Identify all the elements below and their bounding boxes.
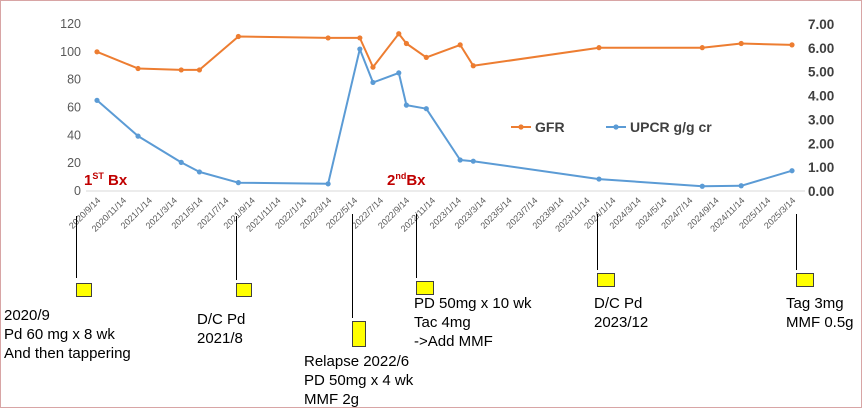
y-right-tick-label: 1.00 xyxy=(808,160,834,175)
annotation-text: D/C Pd 2023/12 xyxy=(594,294,648,332)
data-point xyxy=(457,42,463,48)
annotation-marker xyxy=(76,283,92,297)
data-point xyxy=(457,157,463,163)
data-point xyxy=(596,45,602,51)
y-right-tick-label: 2.00 xyxy=(808,136,834,151)
annotation-line: D/C Pd xyxy=(197,311,246,328)
legend-label: GFR xyxy=(535,119,565,135)
annotation-leader-line xyxy=(597,214,598,270)
data-point xyxy=(403,102,410,108)
annotation-line: PD 50mg x 10 wk xyxy=(414,295,532,312)
annotation-line: 2020/9 xyxy=(4,307,50,324)
data-point xyxy=(370,64,376,70)
data-point xyxy=(178,67,184,73)
y-right-tick-label: 6.00 xyxy=(808,41,834,56)
annotation-text: PD 50mg x 10 wk Tac 4mg ->Add MMF xyxy=(414,294,532,351)
data-point xyxy=(423,106,429,112)
data-point xyxy=(94,49,100,55)
y-left-tick-label: 100 xyxy=(60,45,81,59)
data-point xyxy=(470,63,476,69)
data-point xyxy=(325,181,331,187)
data-point xyxy=(325,35,331,41)
data-point xyxy=(235,33,241,40)
data-point xyxy=(596,176,602,182)
annotation-line: Tag 3mg xyxy=(786,295,844,312)
biopsy-label: 2ndBx xyxy=(387,171,426,189)
annotation-marker xyxy=(416,281,434,295)
annotation-marker xyxy=(597,273,615,287)
annotation-text: Relapse 2022/6 PD 50mg x 4 wk MMF 2g xyxy=(304,352,413,409)
data-point xyxy=(403,40,410,47)
y-right-tick-label: 0.00 xyxy=(808,184,834,199)
annotation-leader-line xyxy=(796,214,797,270)
annotation-leader-line xyxy=(76,216,77,278)
data-point xyxy=(235,180,241,186)
series-line-gfr xyxy=(96,32,793,71)
data-point xyxy=(178,159,184,165)
annotation-text: Tag 3mg MMF 0.5g xyxy=(786,294,854,332)
annotation-leader-line xyxy=(416,214,417,278)
data-point xyxy=(470,158,476,164)
y-right-tick-label: 3.00 xyxy=(808,112,834,127)
annotation-text: D/C Pd 2021/8 xyxy=(197,310,245,348)
annotation-line: Pd 60 mg x 8 wk xyxy=(4,326,115,343)
annotation-line: D/C Pd xyxy=(594,295,643,312)
data-point xyxy=(396,31,402,37)
data-point xyxy=(135,65,141,72)
data-point xyxy=(699,45,705,51)
y-left-tick-label: 120 xyxy=(60,17,81,31)
legend-swatch-marker xyxy=(613,124,619,130)
data-point xyxy=(699,183,705,189)
y-left-tick-label: 80 xyxy=(67,73,81,87)
annotation-line: 2023/12 xyxy=(594,314,649,331)
data-point xyxy=(738,183,744,189)
data-point xyxy=(738,40,744,47)
legend-label: UPCR g/g cr xyxy=(630,119,712,135)
annotation-marker xyxy=(352,321,366,347)
data-point xyxy=(789,168,795,174)
annotation-leader-line xyxy=(352,214,353,318)
data-point xyxy=(135,133,141,139)
annotation-line: 2021/8 xyxy=(197,330,243,347)
y-left-tick-label: 60 xyxy=(67,101,81,115)
y-left-tick-label: 20 xyxy=(67,156,81,170)
data-point xyxy=(357,35,363,41)
y-right-tick-label: 4.00 xyxy=(808,89,834,104)
data-point xyxy=(94,97,100,103)
data-point xyxy=(789,42,795,48)
annotation-marker xyxy=(796,273,814,287)
annotation-text: 2020/9 Pd 60 mg x 8 wk And then tappering xyxy=(4,306,131,363)
y-left-tick-label: 0 xyxy=(74,184,81,198)
annotation-line: And then tappering xyxy=(4,345,131,362)
legend-swatch-marker xyxy=(518,124,524,130)
annotation-line: MMF 2g xyxy=(304,391,360,408)
data-point xyxy=(357,46,363,52)
y-right-tick-label: 7.00 xyxy=(808,17,834,32)
annotation-line: MMF 0.5g xyxy=(786,314,854,331)
y-right-tick-label: 5.00 xyxy=(808,65,834,80)
data-point xyxy=(370,79,376,86)
data-point xyxy=(196,169,203,175)
data-point xyxy=(423,54,429,61)
annotation-line: ->Add MMF xyxy=(414,333,493,350)
annotation-line: Relapse 2022/6 xyxy=(304,353,410,370)
data-point xyxy=(396,70,402,76)
annotation-leader-line xyxy=(236,216,237,280)
data-point xyxy=(196,67,203,73)
annotation-line: Tac 4mg xyxy=(414,314,471,331)
y-left-tick-label: 40 xyxy=(67,128,81,142)
annotation-marker xyxy=(236,283,252,297)
biopsy-label: 1ST Bx xyxy=(84,171,128,189)
annotation-line: PD 50mg x 4 wk xyxy=(304,372,414,389)
